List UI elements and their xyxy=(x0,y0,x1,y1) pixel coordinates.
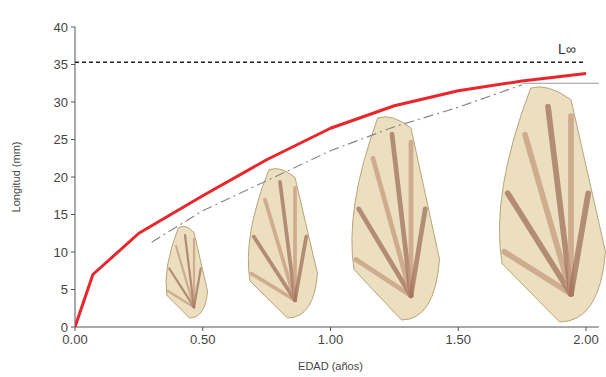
plot-lines xyxy=(75,62,599,327)
x-tick-label: 0.00 xyxy=(62,332,87,347)
y-tick xyxy=(71,102,75,103)
x-tick-label: 1.00 xyxy=(318,332,343,347)
y-tick xyxy=(71,139,75,140)
y-tick-label: 10 xyxy=(54,245,68,260)
x-tick-label: 1.50 xyxy=(446,332,471,347)
y-tick-label: 30 xyxy=(54,95,68,110)
shell-ray xyxy=(571,193,588,294)
x-tick-label: 2.00 xyxy=(573,332,598,347)
y-tick-label: 40 xyxy=(54,20,68,35)
y-tick xyxy=(71,327,75,328)
y-tick xyxy=(71,252,75,253)
y-tick xyxy=(71,289,75,290)
shell-ray xyxy=(194,269,201,308)
y-tick xyxy=(71,177,75,178)
x-axis xyxy=(75,327,599,328)
y-axis-label: Longitud (mm) xyxy=(10,142,22,213)
x-tick xyxy=(458,327,459,331)
shell-ray xyxy=(548,107,571,294)
shell xyxy=(499,87,605,322)
y-tick xyxy=(71,214,75,215)
y-tick-label: 15 xyxy=(54,207,68,222)
chart: 05101520253035400.000.501.001.502.00Long… xyxy=(0,0,606,377)
x-tick xyxy=(330,327,331,331)
shell-ray xyxy=(411,209,425,296)
annotation: L∞ xyxy=(558,41,576,57)
x-tick xyxy=(202,327,203,331)
y-tick-label: 35 xyxy=(54,57,68,72)
y-tick-label: 5 xyxy=(61,282,68,297)
y-tick xyxy=(71,64,75,65)
shell-ray xyxy=(280,182,295,300)
shell xyxy=(248,169,317,318)
shell xyxy=(352,117,440,320)
shell-ray xyxy=(295,237,306,301)
series-line xyxy=(75,62,586,63)
shell xyxy=(166,226,208,318)
y-tick-label: 25 xyxy=(54,132,68,147)
x-axis-label: EDAD (años) xyxy=(298,360,363,372)
series-line xyxy=(152,85,522,243)
series-line xyxy=(522,83,599,84)
shell-ray xyxy=(185,235,194,307)
x-tick xyxy=(586,327,587,331)
shell-ray xyxy=(392,134,411,296)
y-tick xyxy=(71,27,75,28)
shell-illustrations xyxy=(166,87,606,322)
x-tick-label: 0.50 xyxy=(190,332,215,347)
y-tick-label: 20 xyxy=(54,170,68,185)
x-tick xyxy=(75,327,76,331)
series-line xyxy=(75,74,586,328)
